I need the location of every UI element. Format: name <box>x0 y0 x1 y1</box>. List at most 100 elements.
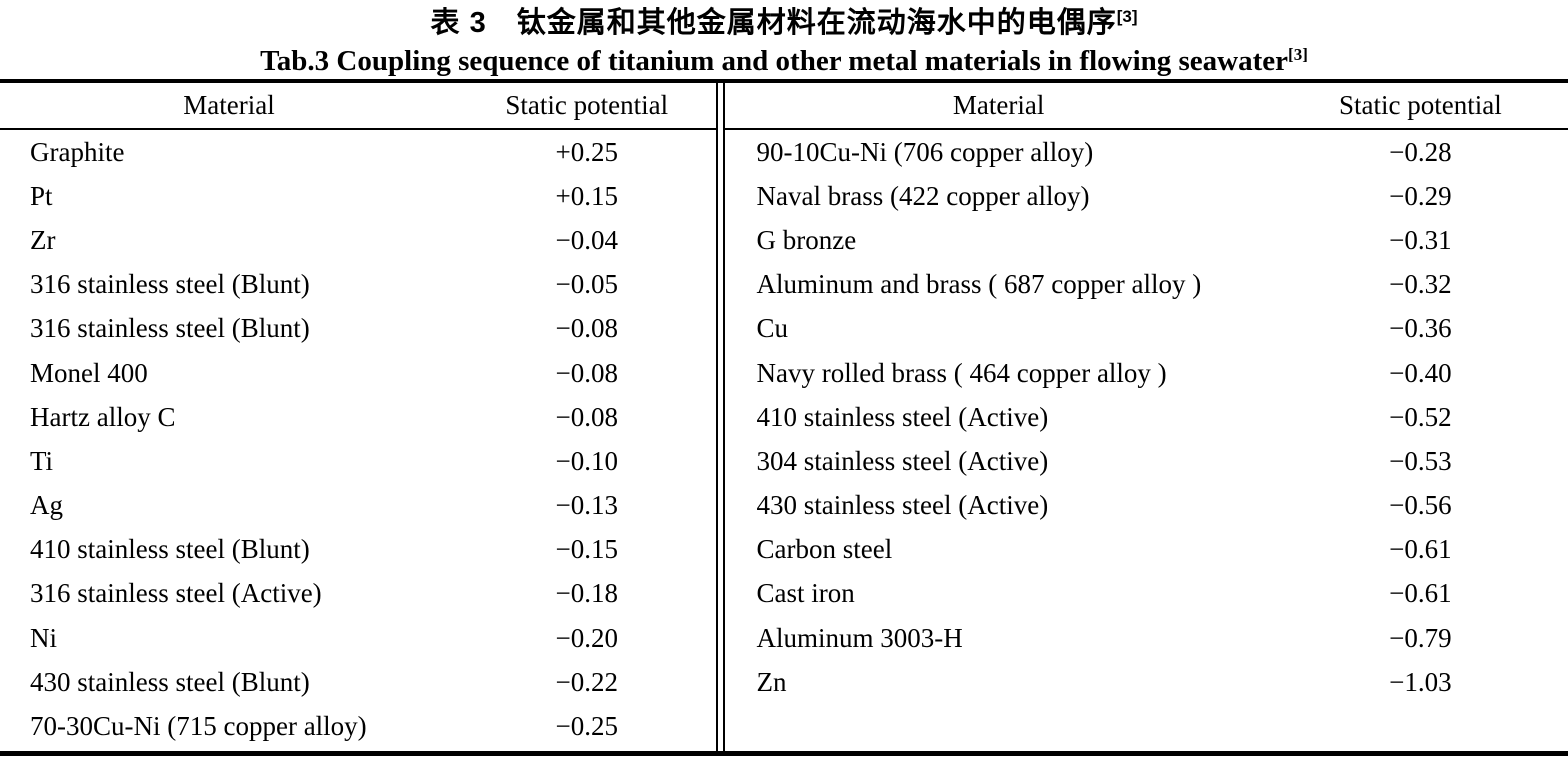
material-cell: Hartz alloy C <box>30 401 176 432</box>
table-header-row-right: Material Static potential <box>724 83 1568 130</box>
material-cell: Aluminum 3003-H <box>756 622 963 653</box>
table-caption-zh: 表 3 钛金属和其他金属材料在流动海水中的电偶序[3] <box>0 6 1568 44</box>
table-row: G bronze −0.31 <box>725 218 1568 262</box>
static-potential-cell: −0.10 <box>555 445 618 476</box>
table-caption-en: Tab.3 Coupling sequence of titanium and … <box>0 45 1568 81</box>
static-potential-cell: −0.32 <box>1389 269 1452 300</box>
table-row: Aluminum and brass ( 687 copper alloy ) −… <box>725 263 1568 307</box>
static-potential-cell: −1.03 <box>1389 666 1452 697</box>
table-row: Aluminum 3003-H −0.79 <box>725 616 1568 660</box>
material-column-header: Material <box>952 90 1045 120</box>
coupling-sequence-table: Material Static potential Graphite +0.25 P… <box>0 79 1568 756</box>
static-potential-cell: −0.52 <box>1389 401 1452 432</box>
static-potential-cell: −0.53 <box>1389 445 1452 476</box>
table-row: 430 stainless steel (Blunt) −0.22 <box>0 660 716 704</box>
static-potential-cell: −0.20 <box>555 622 618 653</box>
table-row: Navy rolled brass ( 464 copper alloy ) −0… <box>725 351 1568 395</box>
material-cell: 316 stainless steel (Blunt) <box>30 313 310 344</box>
table-caption-en-text: Tab.3 Coupling sequence of titanium and … <box>260 45 1289 77</box>
material-cell: 430 stainless steel (Blunt) <box>30 666 310 697</box>
table-body-left: Graphite +0.25 Pt +0.15 Zr −0.04 316 stainless… <box>0 130 716 749</box>
double-rule-divider <box>715 83 725 751</box>
material-cell: Carbon steel <box>756 534 893 565</box>
static-potential-cell: −0.22 <box>555 666 618 697</box>
material-cell: 90-10Cu-Ni (706 copper alloy) <box>756 136 1094 167</box>
table-body-right: 90-10Cu-Ni (706 copper alloy) −0.28 Naval … <box>725 130 1568 704</box>
table-row: 70-30Cu-Ni (715 copper alloy) −0.25 <box>0 704 716 748</box>
table-row: Hartz alloy C −0.08 <box>0 395 716 439</box>
table-row: Zr −0.04 <box>0 218 716 262</box>
material-cell: 316 stainless steel (Blunt) <box>30 269 310 300</box>
citation-superscript-en: [3] <box>1288 45 1308 64</box>
material-cell: 410 stainless steel (Blunt) <box>30 534 310 565</box>
table-row: 410 stainless steel (Blunt) −0.15 <box>0 528 716 572</box>
material-cell: 316 stainless steel (Active) <box>30 578 322 609</box>
table-row: 316 stainless steel (Blunt) −0.08 <box>0 307 716 351</box>
static-potential-cell: −0.61 <box>1389 534 1452 565</box>
table-caption-zh-text: 表 3 钛金属和其他金属材料在流动海水中的电偶序 <box>430 7 1117 39</box>
citation-superscript-zh: [3] <box>1116 7 1138 26</box>
paper-page: 表 3 钛金属和其他金属材料在流动海水中的电偶序[3] Tab.3 Coupli… <box>0 6 1568 766</box>
static-potential-cell: −0.79 <box>1389 622 1452 653</box>
static-potential-cell: −0.36 <box>1389 313 1452 344</box>
static-potential-cell: −0.40 <box>1389 357 1452 388</box>
table-header-row-left: Material Static potential <box>0 83 716 130</box>
table-row: Cu −0.36 <box>725 307 1568 351</box>
material-cell: Zn <box>756 666 787 697</box>
table-row: 316 stainless steel (Blunt) −0.05 <box>0 263 716 307</box>
static-potential-cell: −0.08 <box>555 357 618 388</box>
table-row: Zn −1.03 <box>725 660 1568 704</box>
table-row: 304 stainless steel (Active) −0.53 <box>725 439 1568 483</box>
table-row: Carbon steel −0.61 <box>725 528 1568 572</box>
table-left-half: Material Static potential Graphite +0.25 P… <box>0 83 716 751</box>
static-potential-cell: −0.31 <box>1389 224 1452 255</box>
table-row: Pt +0.15 <box>0 174 716 218</box>
material-cell: Ag <box>30 490 63 521</box>
table-right-half: Material Static potential 90-10Cu-Ni (70… <box>724 83 1568 751</box>
static-potential-cell: −0.04 <box>555 224 618 255</box>
static-potential-column-header: Static potential <box>505 90 669 120</box>
table-row: Ti −0.10 <box>0 439 716 483</box>
static-potential-cell: −0.13 <box>555 490 618 521</box>
material-cell: Naval brass (422 copper alloy) <box>756 180 1090 211</box>
static-potential-column-header: Static potential <box>1339 90 1502 120</box>
material-cell: Monel 400 <box>30 357 148 388</box>
static-potential-cell: −0.56 <box>1389 490 1452 521</box>
material-cell: Navy rolled brass ( 464 copper alloy ) <box>756 357 1167 388</box>
table-row: 410 stainless steel (Active) −0.52 <box>725 395 1568 439</box>
table-row: Graphite +0.25 <box>0 130 716 174</box>
table-row: 90-10Cu-Ni (706 copper alloy) −0.28 <box>725 130 1568 174</box>
static-potential-cell: −0.28 <box>1389 136 1452 167</box>
static-potential-cell: −0.15 <box>555 534 618 565</box>
material-cell: 430 stainless steel (Active) <box>756 490 1049 521</box>
material-cell: 304 stainless steel (Active) <box>756 445 1049 476</box>
static-potential-cell: −0.29 <box>1389 180 1452 211</box>
material-cell: Aluminum and brass ( 687 copper alloy ) <box>756 269 1202 300</box>
table-row: 430 stainless steel (Active) −0.56 <box>725 484 1568 528</box>
table-row: Naval brass (422 copper alloy) −0.29 <box>725 174 1568 218</box>
table-row: 316 stainless steel (Active) −0.18 <box>0 572 716 616</box>
material-cell: Pt <box>30 180 53 211</box>
static-potential-cell: −0.61 <box>1389 578 1452 609</box>
material-cell: 70-30Cu-Ni (715 copper alloy) <box>30 711 367 742</box>
table-row: Ag −0.13 <box>0 484 716 528</box>
static-potential-cell: −0.18 <box>555 578 618 609</box>
material-cell: Cast iron <box>756 578 855 609</box>
table-row: Monel 400 −0.08 <box>0 351 716 395</box>
static-potential-cell: −0.08 <box>555 313 618 344</box>
material-cell: Ni <box>30 622 57 653</box>
material-cell: Zr <box>30 224 56 255</box>
static-potential-cell: −0.08 <box>555 401 618 432</box>
static-potential-cell: +0.25 <box>555 136 618 167</box>
static-potential-cell: −0.05 <box>555 269 618 300</box>
static-potential-cell: +0.15 <box>555 180 618 211</box>
material-cell: 410 stainless steel (Active) <box>756 401 1049 432</box>
material-cell: Ti <box>30 445 54 476</box>
table-row: Cast iron −0.61 <box>725 572 1568 616</box>
material-cell: Graphite <box>30 136 125 167</box>
material-cell: G bronze <box>756 224 857 255</box>
static-potential-cell: −0.25 <box>555 711 618 742</box>
material-column-header: Material <box>183 90 275 120</box>
material-cell: Cu <box>756 313 789 344</box>
table-row: Ni −0.20 <box>0 616 716 660</box>
